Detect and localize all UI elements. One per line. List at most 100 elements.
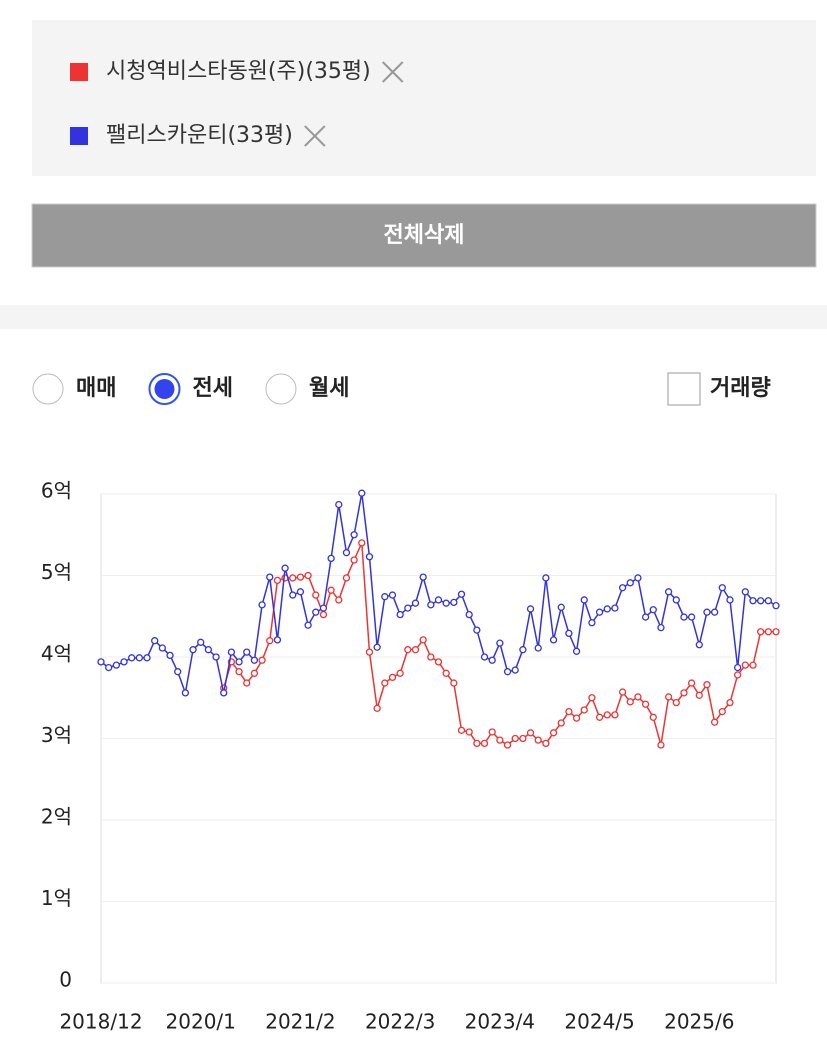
data-point	[335, 596, 343, 604]
data-point	[204, 646, 213, 654]
data-point	[572, 647, 581, 655]
divider	[0, 305, 827, 329]
data-point	[473, 626, 481, 634]
data-point	[151, 637, 159, 645]
data-point	[358, 539, 366, 547]
delete-button[interactable]	[31, 203, 817, 268]
data-point	[710, 608, 719, 616]
data-point	[733, 671, 742, 679]
data-point	[158, 644, 167, 652]
data-point	[273, 636, 282, 644]
data-point	[488, 728, 496, 736]
data-point	[112, 661, 120, 669]
data-point	[250, 656, 259, 664]
data-point	[289, 574, 297, 582]
data-point	[365, 553, 374, 561]
y-tick-label: 5억	[41, 560, 72, 584]
data-point	[749, 597, 757, 605]
data-point	[335, 500, 343, 509]
data-point	[350, 531, 358, 539]
legend-label: 시청역비스타동원(주)(35평)	[106, 59, 371, 84]
radio[interactable]	[32, 373, 64, 405]
remove-icon[interactable]	[304, 125, 326, 147]
data-point	[496, 639, 504, 647]
data-point	[519, 734, 527, 743]
data-point	[197, 638, 205, 646]
data-point	[757, 597, 765, 605]
data-point	[189, 646, 197, 654]
data-point	[695, 691, 703, 699]
data-point	[526, 729, 535, 737]
radio-dot	[154, 379, 175, 399]
data-point	[174, 668, 182, 676]
data-point	[450, 598, 458, 607]
data-point	[611, 711, 619, 719]
data-point	[304, 621, 312, 629]
data-point	[327, 586, 335, 594]
y-tick-label: 4억	[41, 642, 72, 666]
data-point	[480, 653, 489, 661]
x-tick-label: 2018/12	[59, 1010, 142, 1034]
data-point	[557, 603, 565, 611]
data-point	[427, 601, 435, 609]
data-point	[634, 574, 642, 582]
data-point	[519, 646, 527, 654]
data-point	[227, 648, 236, 656]
data-point	[580, 596, 588, 604]
remove-icon[interactable]	[382, 61, 404, 83]
data-point	[457, 590, 466, 598]
data-point	[741, 661, 749, 669]
data-point	[473, 739, 481, 748]
y-tick-label: 1억	[41, 886, 72, 910]
y-tick-label: 3억	[41, 723, 72, 747]
data-point	[327, 554, 335, 563]
data-point	[258, 656, 266, 664]
data-point	[680, 689, 688, 697]
radio[interactable]	[265, 373, 297, 405]
data-point	[381, 593, 389, 601]
data-point	[565, 629, 573, 638]
data-point	[319, 610, 328, 619]
radio-label: 월세	[309, 376, 349, 401]
data-point	[595, 713, 604, 721]
data-point	[710, 718, 719, 726]
data-point	[450, 679, 458, 687]
data-point	[419, 573, 427, 581]
data-point	[396, 610, 404, 619]
data-point	[319, 604, 328, 612]
data-point	[419, 636, 427, 644]
data-point	[687, 613, 696, 621]
data-point	[143, 654, 151, 662]
legend-swatch	[70, 63, 88, 81]
data-point	[235, 668, 243, 676]
data-point	[641, 613, 650, 621]
data-point	[534, 644, 542, 652]
data-point	[757, 628, 765, 636]
data-point	[611, 604, 619, 612]
data-point	[465, 610, 473, 619]
data-point	[388, 673, 397, 682]
data-point	[764, 597, 772, 605]
data-point	[411, 646, 420, 654]
y-tick-label: 2억	[41, 805, 72, 829]
data-point	[97, 658, 105, 666]
data-point	[235, 658, 243, 666]
data-point	[266, 637, 274, 645]
data-point	[549, 729, 558, 737]
data-point	[580, 706, 588, 714]
data-point	[618, 584, 627, 592]
data-point	[220, 689, 228, 697]
checkbox[interactable]	[667, 372, 701, 406]
data-point	[243, 679, 251, 687]
data-point	[588, 694, 596, 702]
checkbox-label: 거래량	[710, 376, 771, 401]
data-point	[342, 574, 351, 582]
legend-panel	[32, 20, 816, 176]
data-point	[657, 624, 665, 632]
data-point	[703, 608, 711, 616]
data-point	[442, 599, 450, 607]
data-point	[542, 739, 550, 748]
data-point	[772, 628, 780, 636]
data-point	[680, 613, 688, 621]
